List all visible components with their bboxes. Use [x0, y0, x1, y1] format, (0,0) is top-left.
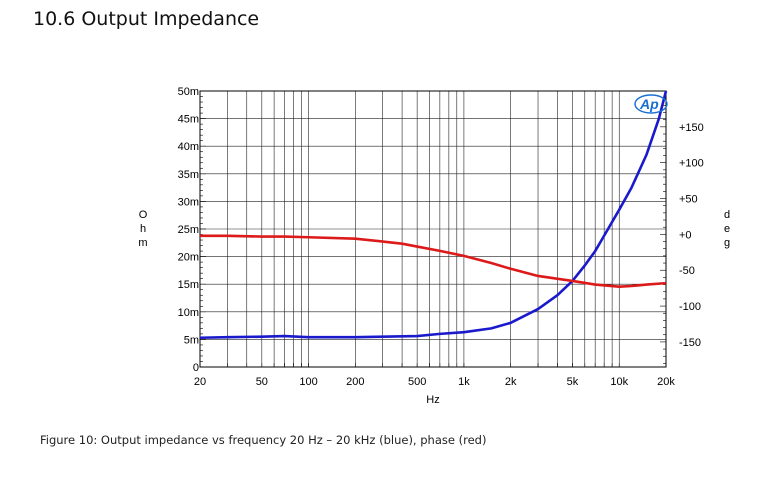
y-left-tick-label: 25m: [178, 224, 199, 236]
y-right-tick-label: +100: [679, 158, 704, 170]
section-heading: 10.6 Output Impedance: [33, 8, 260, 30]
y-right-tick-label: +50: [679, 194, 698, 206]
y-right-tick-label: -100: [679, 301, 701, 313]
y-right-tick-label: -50: [679, 265, 695, 277]
y-left-tick-label: 50m: [178, 86, 199, 98]
y-left-tick-label: 45m: [178, 114, 199, 126]
plot-frame: [199, 90, 667, 368]
x-tick-label: 20k: [657, 376, 675, 388]
chart-grid: [199, 90, 667, 368]
y-left-tick-label: 40m: [178, 141, 199, 153]
tick-labels: 20 50 100 200 500 1k 2k 5k 10k 20k 0 5m 10m 15m 20m 25m…: [178, 86, 704, 388]
y-left-tick-label: 30m: [178, 196, 199, 208]
y-left-label-char: O: [139, 209, 148, 221]
y-left-tick-label: 20m: [178, 252, 199, 264]
y-right-tick-label: -150: [679, 337, 701, 349]
x-axis-label: Hz: [426, 394, 439, 406]
y-left-tick-label: 10m: [178, 307, 199, 319]
y-right-tick-label: +0: [679, 229, 692, 241]
y-right-label-char: d: [724, 209, 730, 221]
x-tick-label: 2k: [505, 376, 517, 388]
y-right-tick-label: +150: [679, 122, 704, 134]
figure-caption: Figure 10: Output impedance vs frequency…: [40, 433, 487, 447]
ap-logo-text: Ap: [639, 96, 659, 112]
x-tick-label: 500: [408, 376, 426, 388]
y-axis-right-label: deg: [724, 209, 730, 249]
x-tick-label: 100: [299, 376, 317, 388]
x-tick-label: 200: [346, 376, 364, 388]
y-left-tick-label: 15m: [178, 279, 199, 291]
series-layer: [199, 90, 668, 340]
phase-series-line: [200, 234, 667, 289]
x-tick-label: 50: [256, 376, 268, 388]
y-left-label-char: m: [138, 237, 147, 249]
y-left-label-char: h: [140, 223, 146, 235]
y-right-label-char: g: [724, 237, 730, 249]
y-left-tick-label: 5m: [184, 334, 199, 346]
y-left-tick-label: 0: [193, 362, 199, 374]
ap-logo: Ap: [634, 94, 668, 114]
impedance-series-line: [199, 90, 668, 340]
x-tick-label: 1k: [458, 376, 470, 388]
x-tick-label: 5k: [567, 376, 579, 388]
x-tick-label: 20: [194, 376, 206, 388]
x-tick-label: 10k: [610, 376, 628, 388]
y-axis-left-label: Ohm: [138, 209, 147, 249]
ap-logo-swoosh: [634, 94, 668, 114]
y-right-label-char: e: [724, 223, 730, 235]
y-left-tick-label: 35m: [178, 169, 199, 181]
